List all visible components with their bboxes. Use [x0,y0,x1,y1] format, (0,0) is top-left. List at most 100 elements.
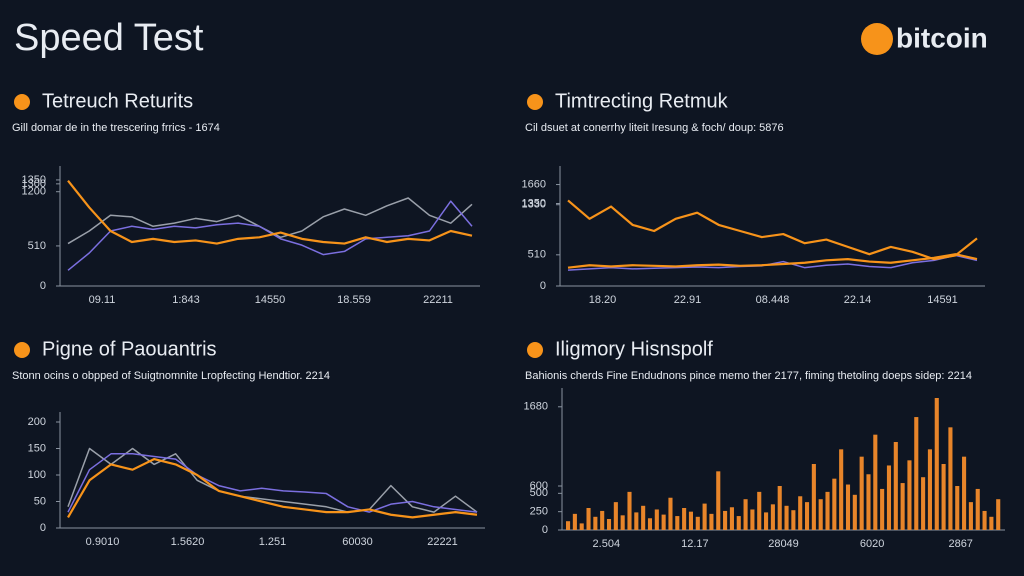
bar [647,518,653,530]
bar [968,502,973,530]
y-tick-label: 1350 [22,174,46,186]
x-tick-label: 12.17 [681,538,709,550]
bar [716,471,721,530]
bar [989,516,994,530]
x-tick-label: 22.91 [674,294,702,306]
series-line [67,200,473,271]
chart-icon [527,342,543,358]
bar [627,491,632,530]
y-tick-label: 0 [542,524,548,536]
y-tick-label: 500 [530,487,548,499]
bar [729,507,734,530]
bar [818,499,823,530]
chart-icon [527,94,543,110]
brand-logo [861,23,893,55]
bar [832,478,837,530]
x-tick-label: 0.9010 [86,536,120,548]
x-tick-label: 2.504 [593,538,621,550]
y-tick-label: 200 [28,416,46,428]
bar [934,398,939,530]
bar [750,509,755,530]
brand-name: bitcoin [896,22,988,53]
bar [770,504,775,530]
x-tick-label: 14591 [927,294,958,306]
x-tick-label: 08.448 [756,294,790,306]
series-line [67,453,478,513]
bar [804,502,810,530]
bar [757,491,762,530]
bar [859,456,864,530]
bar [600,510,605,530]
bar [675,516,680,530]
bar [688,511,694,530]
chart-subtitle: Gill domar de in the trescering frrics -… [12,122,220,134]
chart-title: Timtrecting Retmuk [555,90,729,112]
y-tick-label: 1660 [522,178,546,190]
bar [695,516,700,530]
bar [791,510,796,530]
bar [880,488,885,530]
y-tick-label: 0 [540,280,546,292]
bar [811,464,816,530]
bar [702,503,707,530]
bar [764,512,769,530]
bar [586,508,591,530]
bar [948,427,953,530]
series-line [67,458,478,519]
x-tick-label: 6020 [860,538,884,550]
bar [668,497,673,530]
bar [620,515,625,530]
bar [921,477,926,530]
bar [784,505,789,530]
bar [955,486,960,530]
bar [654,509,659,530]
x-tick-label: 60030 [342,536,373,548]
chart-title: Pigne of Paouantris [42,338,217,360]
chart-icon [14,342,30,358]
x-tick-label: 2867 [948,538,972,550]
series-line [67,180,473,245]
bar [572,513,577,530]
bar [996,499,1001,530]
chart-title: Iligmory Hisnspolf [555,338,713,360]
x-tick-label: 22211 [423,294,453,306]
bar [962,456,967,530]
x-tick-label: 09.11 [89,294,116,306]
series-line [67,447,478,513]
bar [927,449,932,530]
y-tick-label: 0 [40,522,46,534]
bar [579,523,584,530]
bar [975,488,980,530]
y-tick-label: 600 [530,480,548,492]
bar [566,521,571,530]
y-tick-label: 1330 [522,199,546,211]
x-tick-label: 1:843 [172,294,200,306]
bar [798,496,803,530]
bar [641,505,646,530]
bar [982,510,987,530]
bar [839,449,844,530]
bar [661,514,666,530]
bar [873,434,878,530]
bar [634,512,639,530]
bar [886,465,892,530]
x-tick-label: 28049 [768,538,799,550]
y-tick-label: 150 [28,442,46,454]
y-tick-label: 100 [28,469,46,481]
series-line [567,199,978,261]
chart-subtitle: Bahionis cherds Fine Endudnons pince mem… [525,370,972,382]
x-tick-label: 1.251 [259,536,287,548]
x-tick-label: 18.20 [589,294,617,306]
bar [893,442,898,530]
bar [593,516,598,530]
chart-title: Tetreuch Returits [42,90,193,112]
bar [845,484,851,530]
y-tick-label: 1200 [22,186,46,198]
y-tick-label: 510 [28,240,46,252]
bar [900,483,905,530]
y-tick-label: 1680 [524,401,548,413]
bar [723,510,728,530]
bar [852,494,857,530]
